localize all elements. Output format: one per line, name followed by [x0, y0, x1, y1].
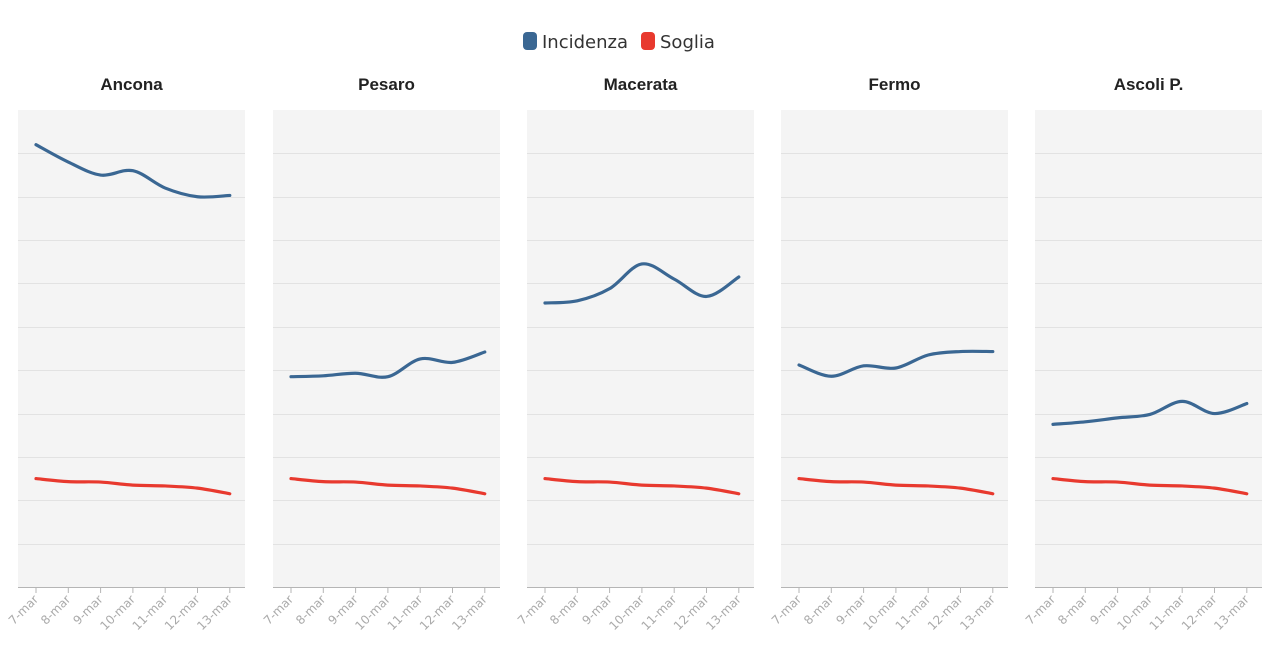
x-tick-label: 10-mar — [860, 592, 901, 633]
x-tick-label: 7-mar — [769, 592, 804, 627]
x-tick-label: 8-mar — [1055, 592, 1090, 627]
x-tick-label: 12-mar — [162, 592, 203, 633]
panel-title: Ascoli P. — [1114, 75, 1184, 94]
x-tick-label: 11-mar — [130, 592, 171, 633]
panel-pesaro: Pesaro7-mar8-mar9-mar10-mar11-mar12-mar1… — [261, 75, 500, 633]
panel-macerata: Macerata7-mar8-mar9-mar10-mar11-mar12-ma… — [515, 75, 754, 633]
series-line-soglia — [543, 476, 741, 496]
x-tick-label: 13-mar — [194, 592, 235, 633]
panel-fermo: Fermo7-mar8-mar9-mar10-mar11-mar12-mar13… — [769, 75, 1008, 633]
x-tick-label: 10-mar — [606, 592, 647, 633]
plot-background — [1035, 110, 1262, 587]
legend-label-soglia: Soglia — [660, 32, 715, 53]
x-tick-label: 10-mar — [1114, 592, 1155, 633]
x-tick-label: 8-mar — [801, 592, 836, 627]
x-tick-label: 7-mar — [6, 592, 41, 627]
series-line-incidenza — [543, 262, 741, 305]
plot-background — [273, 110, 500, 587]
x-tick-label: 11-mar — [1147, 592, 1188, 633]
legend-item-incidenza: Incidenza — [523, 32, 628, 53]
plot-background — [18, 110, 245, 587]
series-line-incidenza — [797, 349, 995, 378]
plot-background — [527, 110, 754, 587]
x-tick-label: 12-mar — [417, 592, 458, 633]
x-tick-label: 12-mar — [1179, 592, 1220, 633]
x-tick-label: 8-mar — [293, 592, 328, 627]
panel-ancona: Ancona7-mar8-mar9-mar10-mar11-mar12-mar1… — [6, 75, 245, 633]
x-tick-label: 8-mar — [547, 592, 582, 627]
x-tick-label: 10-mar — [352, 592, 393, 633]
x-tick-label: 13-mar — [703, 592, 744, 633]
x-tick-label: 8-mar — [38, 592, 73, 627]
x-tick-label: 11-mar — [639, 592, 680, 633]
x-tick-label: 13-mar — [957, 592, 998, 633]
legend-item-soglia: Soglia — [641, 32, 715, 53]
x-tick-label: 11-mar — [893, 592, 934, 633]
panel-ascoli-p: Ascoli P.7-mar8-mar9-mar10-mar11-mar12-m… — [1023, 75, 1262, 633]
legend-label-incidenza: Incidenza — [542, 32, 628, 53]
x-tick-label: 7-mar — [261, 592, 296, 627]
series-line-soglia — [289, 476, 487, 496]
x-tick-label: 10-mar — [97, 592, 138, 633]
legend-swatch-soglia — [641, 32, 655, 50]
x-tick-label: 13-mar — [1211, 592, 1252, 633]
series-line-incidenza — [34, 143, 232, 199]
x-tick-label: 12-mar — [671, 592, 712, 633]
series-line-soglia — [797, 476, 995, 496]
panel-title: Pesaro — [358, 75, 415, 94]
x-tick-label: 11-mar — [385, 592, 426, 633]
x-tick-label: 13-mar — [449, 592, 490, 633]
panel-title: Fermo — [869, 75, 921, 94]
legend-swatch-incidenza — [523, 32, 537, 50]
x-tick-label: 12-mar — [925, 592, 966, 633]
panel-title: Ancona — [100, 75, 163, 94]
series-line-soglia — [1051, 476, 1249, 496]
series-line-incidenza — [1051, 399, 1249, 426]
plot-background — [781, 110, 1008, 587]
series-line-incidenza — [289, 350, 487, 379]
x-tick-label: 7-mar — [1023, 592, 1058, 627]
panel-title: Macerata — [604, 75, 678, 94]
series-line-soglia — [34, 476, 232, 496]
legend: Incidenza Soglia — [523, 32, 715, 53]
x-tick-label: 7-mar — [515, 592, 550, 627]
